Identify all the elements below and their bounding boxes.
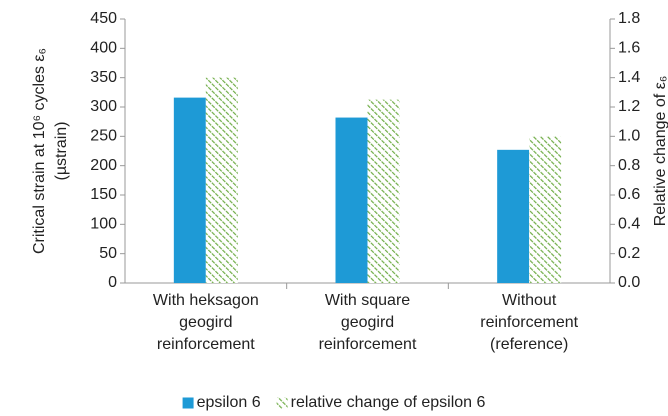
bar: [205, 77, 238, 284]
y-tick-label: 100: [90, 216, 117, 233]
y-axis-label: Critical strain at 10⁶ cycles ε₆: [31, 48, 48, 254]
x-tick-label: geogird: [179, 314, 232, 331]
y-tick-label: 200: [90, 157, 117, 174]
y2-tick-label: 1.8: [618, 10, 640, 27]
x-tick-label: reinforcement: [157, 336, 255, 353]
legend-swatch: [276, 397, 288, 409]
bar: [367, 99, 400, 284]
y2-tick-label: 1.0: [618, 128, 640, 145]
y2-tick-label: 0.0: [618, 274, 640, 291]
y-tick-label: 250: [90, 128, 117, 145]
y-tick-label: 450: [90, 10, 117, 27]
x-tick-label: (reference): [490, 336, 568, 353]
legend-label: relative change of epsilon 6: [291, 394, 486, 411]
y-tick-label: 400: [90, 40, 117, 57]
x-tick-label: Without: [502, 292, 557, 309]
x-tick-label: reinforcement: [319, 336, 417, 353]
bar: [173, 97, 206, 283]
y2-tick-label: 0.8: [618, 157, 640, 174]
legend-swatch: [182, 397, 194, 409]
bar: [529, 136, 562, 283]
y2-tick-label: 1.2: [618, 98, 640, 115]
x-tick-label: With square: [325, 292, 410, 309]
bar: [335, 117, 368, 283]
y2-axis-label: Relative change of ε₆: [652, 76, 668, 227]
y2-tick-label: 0.4: [618, 216, 640, 233]
y-tick-label: 350: [90, 69, 117, 86]
y-tick-label: 50: [99, 245, 117, 262]
y2-tick-label: 1.6: [618, 40, 640, 57]
x-tick-label: With heksagon: [153, 292, 259, 309]
y-tick-label: 150: [90, 186, 117, 203]
legend-label: epsilon 6: [197, 394, 261, 411]
y-axis-label: (µstrain): [53, 122, 70, 181]
y2-tick-label: 0.6: [618, 186, 640, 203]
y-tick-label: 0: [108, 274, 117, 291]
x-tick-label: geogird: [341, 314, 394, 331]
y2-tick-label: 1.4: [618, 69, 640, 86]
y-tick-label: 300: [90, 98, 117, 115]
y2-tick-label: 0.2: [618, 245, 640, 262]
bar: [497, 149, 530, 283]
x-tick-label: reinforcement: [480, 314, 578, 331]
